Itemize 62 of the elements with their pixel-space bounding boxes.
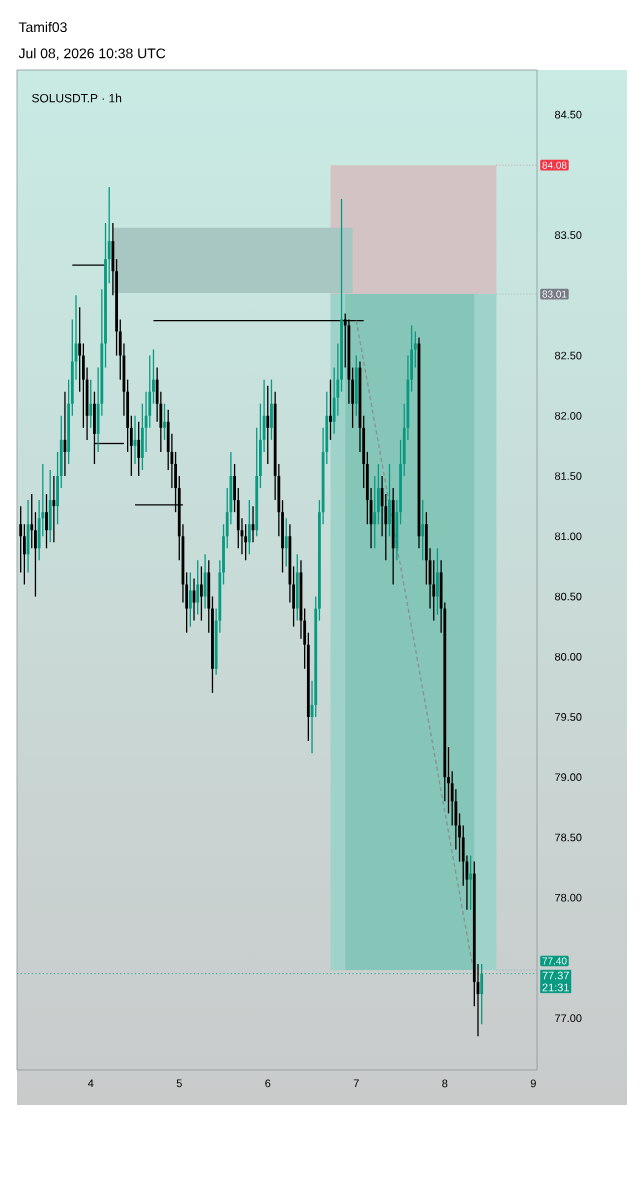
candlestick — [233, 463, 236, 513]
candlestick — [19, 505, 23, 574]
candlestick — [377, 463, 380, 525]
x-tick-label: 8 — [442, 1079, 448, 1088]
candlestick — [196, 559, 200, 616]
candlestick — [222, 523, 225, 586]
candlestick — [270, 378, 273, 441]
candlestick — [373, 475, 377, 549]
text: Jul 08, 2026 10:38 UTC — [18, 48, 166, 60]
annotation: 83.01 — [542, 290, 567, 298]
y-tick-label: 83.50 — [554, 231, 582, 239]
candlestick — [52, 475, 56, 543]
candlestick — [281, 499, 284, 574]
y-tick-label: 82.50 — [554, 351, 582, 360]
candlestick — [78, 306, 82, 393]
candlestick — [266, 385, 270, 465]
y-tick-label: 78.50 — [555, 833, 582, 842]
annotation: 77.40 — [542, 957, 567, 965]
y-tick-label: 84.50 — [554, 110, 582, 119]
candlestick — [56, 451, 59, 525]
candlestick — [421, 499, 425, 562]
candlestick — [30, 493, 34, 549]
candlestick — [211, 595, 214, 694]
candlestick — [436, 547, 439, 616]
candlestick — [469, 854, 473, 911]
candlestick — [247, 499, 251, 555]
candlestick — [137, 421, 141, 477]
annotation: 84.08 — [542, 161, 567, 169]
candlestick — [104, 222, 107, 369]
candlestick — [107, 186, 111, 284]
candlestick — [388, 463, 391, 537]
candlestick — [413, 330, 417, 369]
candlestick — [22, 523, 26, 586]
x-tick-label: 4 — [87, 1079, 94, 1088]
y-tick-label: 79.50 — [555, 713, 582, 721]
candlestick — [200, 565, 203, 622]
candlestick — [284, 517, 288, 568]
y-tick-label: 78.00 — [555, 893, 582, 902]
y-tick-label: 82.00 — [554, 411, 582, 420]
x-tick-label: 9 — [530, 1079, 536, 1088]
x-tick-label: 6 — [265, 1079, 271, 1088]
text: 21:31 — [542, 983, 569, 992]
candlestick — [447, 746, 450, 815]
x-tick-label: 5 — [176, 1079, 182, 1088]
candlestick — [163, 403, 166, 441]
x-tick-label: 7 — [353, 1079, 359, 1088]
candlestick — [152, 348, 155, 405]
y-tick-label: 77.00 — [555, 1014, 582, 1023]
y-tick-label: 81.00 — [554, 532, 582, 541]
candlestick — [89, 378, 93, 429]
y-tick-label: 79.00 — [555, 773, 582, 782]
candlestick — [34, 511, 37, 598]
y-tick-label: 80.00 — [554, 652, 582, 661]
y-tick-label: 81.50 — [554, 472, 582, 480]
candlestick — [329, 378, 332, 441]
text: SOLUSDT.P · 1h — [32, 93, 122, 103]
candlestick — [188, 571, 192, 628]
candlestick — [45, 493, 48, 549]
y-tick-label: 80.50 — [554, 592, 582, 601]
candlestick — [129, 415, 133, 477]
text: Tamif03 — [18, 21, 67, 33]
ref-line-label: 77.37 — [542, 971, 569, 980]
